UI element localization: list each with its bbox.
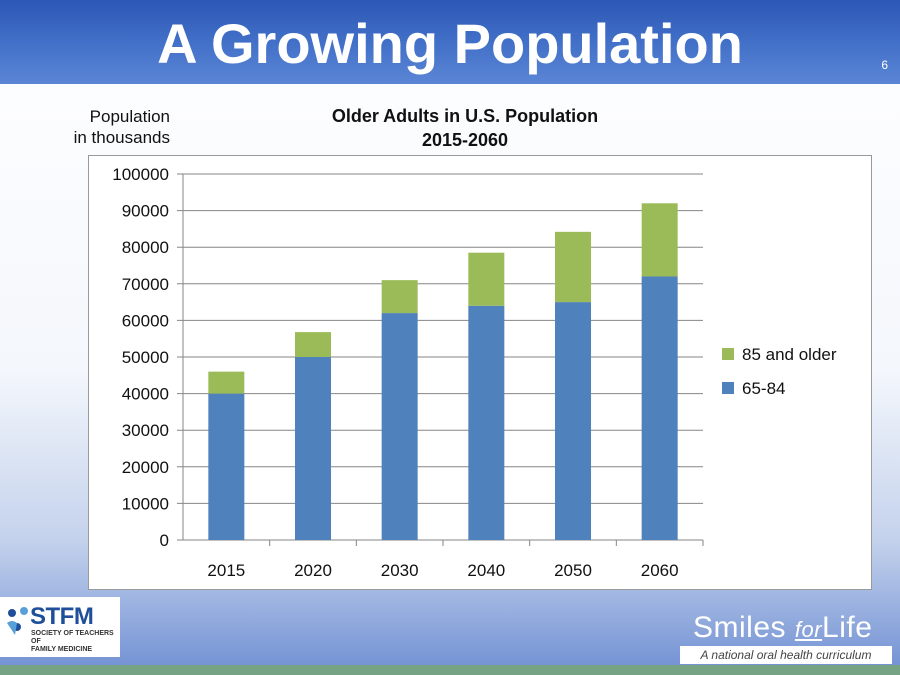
x-tick-label: 2040 — [467, 561, 505, 580]
bar-65-84 — [468, 305, 505, 540]
smiles-tagline: A national oral health curriculum — [680, 646, 892, 664]
x-tick-label: 2020 — [294, 561, 332, 580]
legend-label: 85 and older — [742, 345, 837, 364]
title-bar — [0, 0, 900, 84]
stacked-bar-chart: 0 10000 20000 30000 40000 50000 60000 70000 8000… — [112, 165, 837, 580]
y-tick-label: 0 — [160, 531, 169, 550]
bar-65-84 — [641, 276, 678, 540]
bar-65-84 — [555, 302, 591, 540]
x-tick-label: 2030 — [381, 561, 419, 580]
for-word: for — [794, 617, 823, 642]
bar-65-84 — [208, 393, 245, 540]
x-tick-label: 2050 — [554, 561, 592, 580]
legend-label: 65-84 — [742, 379, 785, 398]
slide-number: 6 — [881, 58, 888, 72]
bar-85-and-older — [641, 203, 678, 277]
y-tick-label: 40000 — [122, 385, 169, 404]
stfm-logo-subtitle: SOCIETY OF TEACHERS OF FAMILY MEDICINE — [31, 630, 121, 654]
bar-85-and-older — [208, 371, 245, 394]
chart-area: 0 10000 20000 30000 40000 50000 60000 70000 8000… — [88, 155, 872, 590]
bar-85-and-older — [555, 231, 591, 303]
bar-65-84 — [381, 313, 418, 540]
slide-title: A Growing Population — [157, 12, 743, 75]
stfm-people-icon — [7, 607, 28, 635]
y-tick-label: 60000 — [122, 311, 169, 330]
y-tick-label: 50000 — [122, 348, 169, 367]
life-word: Life — [822, 611, 873, 644]
y-axis-label: Population in thousands — [40, 106, 170, 148]
smiles-for-life-logo: Smiles forLife — [693, 611, 872, 645]
stfm-logo: STFM SOCIETY OF TEACHERS OF FAMILY MEDIC… — [0, 597, 120, 657]
bar-65-84 — [295, 357, 331, 540]
bar-85-and-older — [468, 252, 505, 306]
bottom-band — [0, 665, 900, 675]
chart-title: Older Adults in U.S. Population 2015-206… — [300, 104, 630, 152]
y-axis-label-line1: Population — [89, 107, 170, 126]
x-tick-label: 2015 — [207, 561, 245, 580]
legend-swatch — [722, 382, 734, 394]
stfm-subtitle-line2: FAMILY MEDICINE — [31, 646, 93, 653]
y-tick-label: 70000 — [122, 275, 169, 294]
stfm-logo-text: STFM — [30, 603, 94, 630]
chart-title-line1: Older Adults in U.S. Population — [331, 106, 599, 126]
bar-85-and-older — [295, 332, 331, 357]
y-tick-label: 80000 — [122, 238, 169, 257]
stfm-subtitle-line1: SOCIETY OF TEACHERS OF — [31, 630, 114, 645]
y-tick-label: 30000 — [122, 421, 169, 440]
bar-85-and-older — [381, 280, 418, 314]
y-tick-label: 100000 — [112, 165, 169, 184]
y-axis-label-line2: in thousands — [73, 128, 170, 147]
legend-swatch — [722, 348, 734, 360]
y-tick-label: 90000 — [122, 202, 169, 221]
smiles-word: Smiles — [693, 611, 787, 644]
chart-title-line2: 2015-2060 — [421, 130, 509, 150]
x-tick-label: 2060 — [641, 561, 679, 580]
y-tick-label: 10000 — [122, 494, 169, 513]
y-tick-label: 20000 — [122, 458, 169, 477]
